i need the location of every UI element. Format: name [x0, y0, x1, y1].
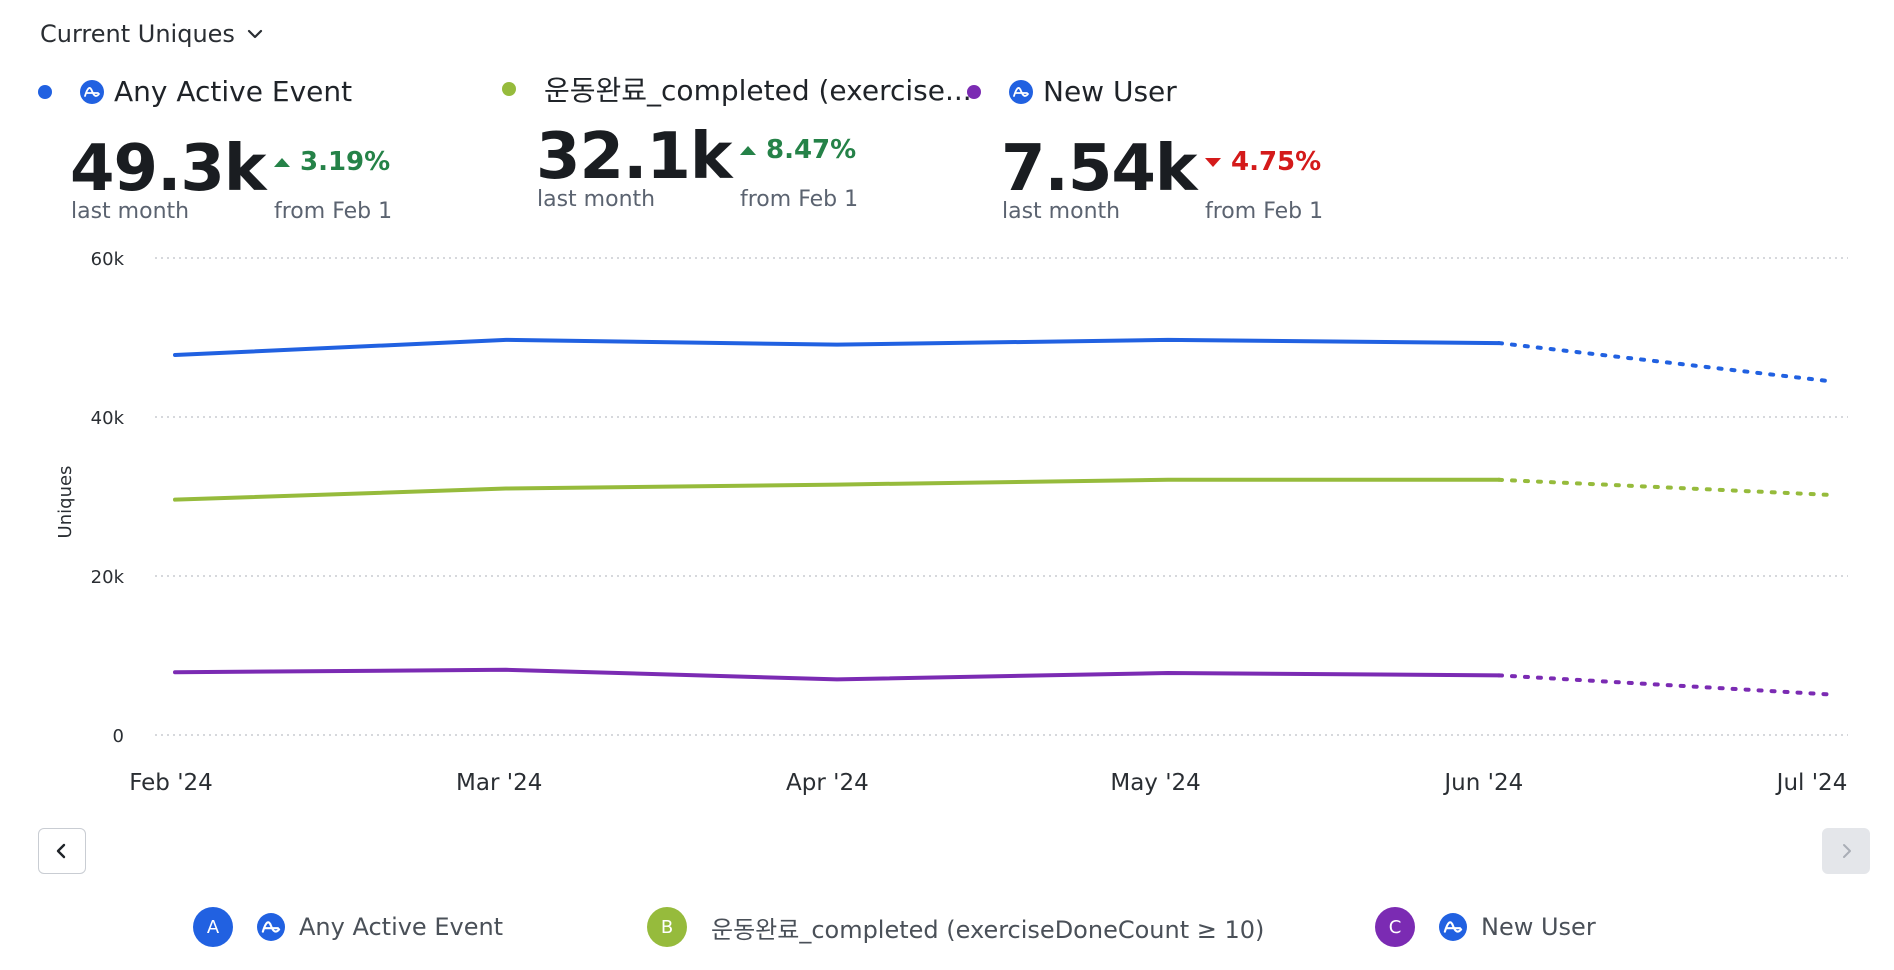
event-icon: [80, 79, 104, 104]
metric-dropdown-label: Current Uniques: [40, 20, 235, 48]
series-badge: C: [1375, 907, 1415, 947]
series-dot-blue: [38, 84, 52, 99]
kpi-period: last month: [1002, 199, 1121, 224]
series-dot-green: [502, 82, 516, 96]
kpi-delta-value: 4.75%: [1231, 147, 1322, 177]
series-projection-line: [1497, 673, 1832, 697]
kpi-delta-value: 3.19%: [300, 147, 391, 177]
legend-label: New User: [1481, 913, 1596, 941]
series-line[interactable]: [173, 337, 1501, 357]
y-tick-label: 60k: [91, 249, 125, 270]
kpi-delta: 4.75%: [1205, 147, 1321, 177]
series-projection-line: [1497, 477, 1832, 497]
kpi-value: 7.54k: [1001, 132, 1197, 206]
event-icon: [1009, 79, 1033, 104]
legend-item-c[interactable]: C New User: [1375, 907, 1596, 947]
legend-label: 운동완료_completed (exerciseDoneCount ≥ 10): [711, 915, 1265, 944]
next-page-button[interactable]: [1822, 828, 1870, 874]
line-chart: 0 20k 40k 60k Uniques Feb '24 Mar '24 Apr '24…: [55, 249, 1848, 796]
y-tick-label: 0: [113, 726, 124, 747]
x-tick-label: Jun '24: [1442, 770, 1523, 796]
kpi-delta: 8.47%: [740, 135, 856, 165]
grid-layer: [155, 257, 1848, 736]
previous-page-button[interactable]: [38, 828, 86, 874]
kpi-any-active-event: Any Active Event 49.3k last month 3.19% …: [38, 75, 478, 235]
event-icon: [1439, 913, 1467, 941]
legend-item-a[interactable]: A Any Active Event: [193, 907, 503, 947]
legend-label: Any Active Event: [299, 913, 504, 941]
arrow-up-icon: [740, 145, 756, 155]
series-line[interactable]: [173, 477, 1501, 502]
y-axis-label: Uniques: [55, 466, 76, 539]
kpi-period: last month: [537, 187, 656, 212]
kpi-value: 32.1k: [536, 120, 732, 194]
legend-item-b[interactable]: B 운동완료_completed (exerciseDoneCount ≥ 10…: [647, 907, 1264, 947]
arrow-down-icon: [1205, 157, 1221, 167]
kpi-delta: 3.19%: [274, 147, 390, 177]
series-line[interactable]: [173, 667, 1501, 682]
x-axis-ticks: Feb '24 Mar '24 Apr '24 May '24 Jun '24 Jul '…: [129, 770, 1847, 796]
metric-dropdown[interactable]: Current Uniques: [40, 20, 265, 48]
kpi-value: 49.3k: [70, 132, 266, 206]
kpi-delta-value: 8.47%: [766, 135, 857, 165]
kpi-compare: from Feb 1: [274, 199, 393, 224]
x-tick-label: Jul '24: [1775, 770, 1848, 796]
chevron-right-icon: [1843, 844, 1851, 858]
x-tick-label: Apr '24: [786, 770, 869, 796]
kpi-title: 운동완료_completed (exercise...: [544, 74, 972, 107]
y-tick-label: 40k: [91, 408, 125, 429]
series-projection-line: [1497, 341, 1832, 384]
series-badge: A: [193, 907, 233, 947]
x-tick-label: Mar '24: [456, 770, 542, 796]
event-icon: [257, 913, 285, 941]
kpi-period: last month: [71, 199, 190, 224]
y-tick-label: 20k: [91, 567, 125, 588]
kpi-new-user: New User 7.54k last month 4.75% from Feb…: [967, 75, 1407, 235]
series-dot-purple: [967, 84, 981, 99]
x-tick-label: Feb '24: [129, 770, 213, 796]
kpi-compare: from Feb 1: [740, 187, 859, 212]
kpi-title: Any Active Event: [114, 75, 353, 108]
series-badge: B: [647, 907, 687, 947]
y-axis-ticks: 0 20k 40k 60k: [91, 249, 125, 747]
kpi-exercise-completed: 운동완료_completed (exercise... 32.1k last m…: [502, 69, 972, 229]
series-layer: [173, 337, 1832, 697]
x-tick-label: May '24: [1110, 770, 1200, 796]
kpi-title: New User: [1043, 75, 1177, 108]
kpi-compare: from Feb 1: [1205, 199, 1324, 224]
chevron-down-icon: [247, 29, 263, 39]
chevron-left-icon: [56, 843, 66, 859]
arrow-up-icon: [274, 157, 290, 167]
